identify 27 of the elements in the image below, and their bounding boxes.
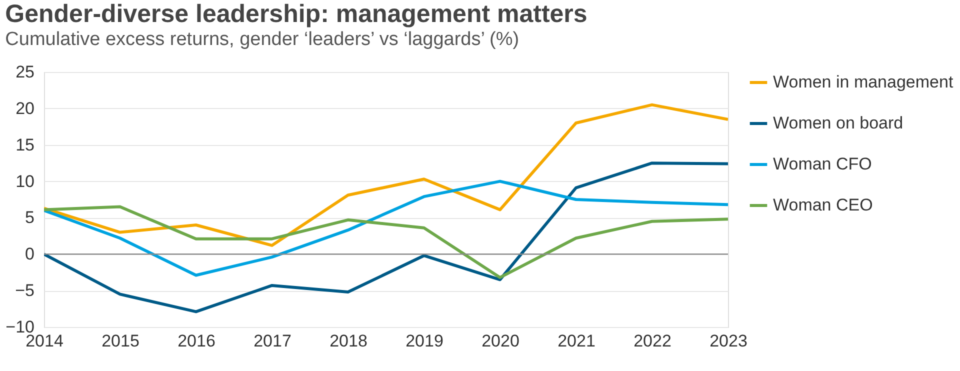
y-tick-label: −5	[15, 281, 34, 300]
x-tick-label: 2015	[102, 332, 140, 350]
x-tick-label: 2020	[482, 332, 520, 350]
legend-label: Woman CFO	[773, 154, 872, 174]
y-tick-label: 10	[16, 172, 34, 191]
x-tick-label: 2014	[26, 332, 64, 350]
chart-title: Gender-diverse leadership: management matters	[5, 0, 588, 28]
x-tick-label: 2021	[558, 332, 596, 350]
y-tick-label: 25	[16, 62, 34, 82]
y-tick-label: 20	[16, 98, 34, 118]
line-series	[44, 103, 728, 247]
y-tick-label: 15	[16, 135, 34, 154]
legend-label: Women in management	[773, 72, 954, 92]
line-series	[44, 180, 728, 277]
x-tick-label: 2022	[634, 332, 672, 350]
y-tick-label: 5	[25, 208, 34, 228]
y-tick-label: 0	[25, 244, 34, 264]
x-tick-label: 2017	[254, 332, 292, 350]
legend-label: Woman CEO	[773, 196, 873, 214]
x-tick-label: 2023	[710, 332, 748, 350]
line-series	[44, 205, 728, 279]
x-tick-label: 2019	[406, 332, 444, 350]
line-series	[44, 162, 728, 314]
chart-subtitle: Cumulative excess returns, gender ‘leaders’ vs ‘laggards’ (%)	[5, 29, 520, 50]
x-tick-label: 2018	[330, 332, 368, 350]
legend-label: Women on board	[773, 114, 904, 132]
x-tick-label: 2016	[178, 332, 216, 350]
